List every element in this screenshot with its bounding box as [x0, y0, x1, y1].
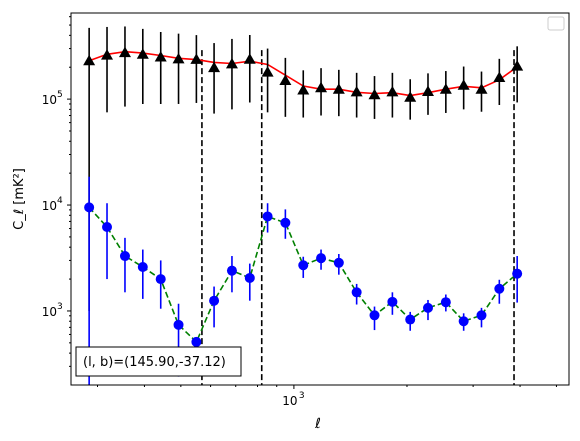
- data-point-circle: [369, 310, 380, 321]
- data-point-triangle: [350, 85, 363, 97]
- data-point-triangle: [118, 46, 131, 58]
- data-point-triangle: [386, 85, 399, 97]
- annotation-text: (l, b)=(145.90,-37.12): [83, 355, 226, 370]
- data-point-triangle: [261, 66, 274, 77]
- data-point-triangle: [208, 61, 221, 73]
- data-point-triangle: [101, 49, 114, 60]
- data-point-circle: [102, 222, 113, 233]
- y-tick-label: 10: [42, 305, 57, 319]
- x-axis-label: ℓ: [314, 416, 321, 432]
- data-point-circle: [494, 283, 505, 294]
- data-point-circle: [458, 316, 469, 327]
- data-point-circle: [119, 251, 130, 262]
- data-point-triangle: [136, 48, 149, 59]
- data-point-circle: [84, 202, 95, 213]
- data-point-circle: [155, 274, 166, 285]
- data-point-circle: [298, 260, 309, 271]
- x-tick-label-exponent: 3: [299, 391, 305, 401]
- data-point-triangle: [154, 50, 167, 62]
- data-point-circle: [440, 297, 451, 308]
- data-point-circle: [333, 257, 344, 268]
- data-point-triangle: [457, 79, 470, 90]
- data-point-triangle: [315, 81, 328, 93]
- axis-ticks: 10 310 310 410 5: [42, 16, 557, 408]
- y-tick-label: 10: [42, 199, 57, 213]
- data-point-circle: [191, 336, 202, 347]
- data-point-triangle: [493, 71, 506, 82]
- data-point-circle: [137, 262, 148, 273]
- data-point-circle: [244, 272, 255, 283]
- y-tick-label: 10: [42, 93, 57, 107]
- data-point-circle: [512, 268, 523, 279]
- x-tick-label: 10: [282, 394, 297, 408]
- plot-frame: [70, 12, 570, 386]
- data-point-circle: [351, 287, 362, 298]
- data-point-circle: [422, 302, 433, 313]
- y-tick-label-exponent: 5: [57, 90, 63, 100]
- data-point-triangle: [439, 83, 452, 94]
- data-point-triangle: [172, 52, 185, 64]
- data-point-circle: [476, 310, 487, 321]
- data-point-triangle: [404, 91, 417, 102]
- y-tick-label-exponent: 3: [57, 302, 63, 312]
- data-point-triangle: [279, 74, 292, 85]
- legend-box: [547, 16, 565, 31]
- data-point-triangle: [421, 85, 434, 96]
- y-axis-label: C_ℓ [mK²]: [12, 168, 27, 230]
- data-point-triangle: [243, 53, 256, 64]
- y-tick-label-exponent: 4: [57, 196, 63, 206]
- data-point-circle: [405, 314, 416, 325]
- plot-area: [71, 13, 569, 385]
- data-point-triangle: [332, 83, 345, 94]
- data-point-circle: [226, 265, 237, 276]
- data-point-circle: [387, 296, 398, 307]
- data-point-circle: [316, 253, 327, 264]
- data-point-circle: [280, 217, 291, 228]
- data-point-triangle: [225, 57, 238, 69]
- data-point-circle: [209, 295, 220, 306]
- data-point-triangle: [297, 83, 310, 95]
- data-point-triangle: [511, 60, 524, 71]
- annotation-box: (l, b)=(145.90,-37.12): [75, 346, 242, 377]
- plot-content: [83, 26, 524, 385]
- data-point-triangle: [475, 83, 488, 94]
- data-point-triangle: [83, 54, 96, 66]
- data-point-triangle: [368, 88, 381, 100]
- data-point-circle: [262, 211, 273, 222]
- data-point-triangle: [190, 53, 203, 64]
- data-point-circle: [173, 319, 184, 330]
